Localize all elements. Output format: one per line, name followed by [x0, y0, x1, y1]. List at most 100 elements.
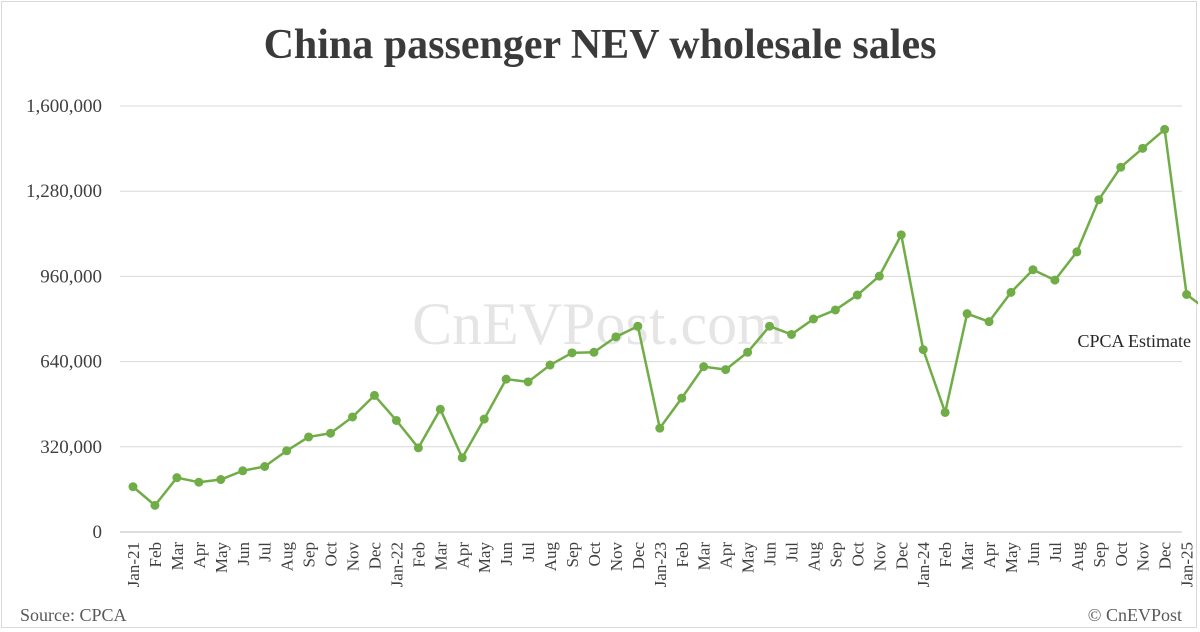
data-point	[633, 321, 643, 331]
data-point	[1116, 162, 1126, 172]
data-point	[896, 230, 906, 240]
x-tick-label: May	[739, 542, 758, 574]
data-point	[216, 475, 226, 485]
x-tick-label: Feb	[146, 542, 165, 568]
y-tick-label: 1,280,000	[26, 181, 102, 202]
x-tick-label: Aug	[278, 542, 297, 572]
cpca-estimate-annotation: CPCA Estimate	[1077, 331, 1191, 351]
data-point	[677, 393, 687, 403]
data-point	[743, 347, 753, 357]
data-point	[260, 462, 270, 472]
x-tick-label: Aug	[541, 542, 560, 572]
x-tick-label: Nov	[344, 542, 363, 572]
chart-title: China passenger NEV wholesale sales	[264, 22, 937, 68]
x-tick-label: Oct	[848, 542, 867, 567]
x-tick-label: Jul	[256, 542, 275, 562]
x-tick-label: Jan-25	[1178, 542, 1197, 587]
x-tick-label: Apr	[453, 542, 472, 569]
watermark: CnEVPost.com	[412, 291, 784, 357]
x-tick-label: Jun	[761, 542, 780, 566]
x-tick-label: Apr	[190, 542, 209, 569]
y-tick-label: 960,000	[40, 266, 102, 287]
data-point	[194, 477, 204, 487]
data-point	[326, 428, 336, 438]
x-tick-label: Sep	[1090, 542, 1109, 568]
data-point	[523, 377, 533, 387]
data-point	[172, 473, 182, 483]
data-point	[655, 423, 665, 433]
x-tick-label: Sep	[563, 542, 582, 568]
x-tick-label: Sep	[826, 542, 845, 568]
data-point	[765, 321, 775, 331]
data-point	[501, 374, 511, 384]
x-tick-label: Apr	[980, 542, 999, 569]
data-point	[721, 365, 731, 375]
x-tick-label: Jan-22	[387, 542, 406, 587]
data-point	[1050, 275, 1060, 285]
data-point	[457, 453, 467, 463]
x-axis-ticks: Jan-21 Feb Mar Apr May Jun Jul Aug Sep Oct Nov Dec J…	[124, 542, 1197, 588]
data-point	[304, 432, 314, 442]
x-tick-label: Oct	[1112, 542, 1131, 567]
x-tick-label: Jan-21	[124, 542, 143, 587]
data-point	[918, 345, 928, 355]
x-tick-label: May	[475, 542, 494, 574]
x-tick-label: Jan-23	[651, 542, 670, 587]
data-point	[413, 443, 423, 453]
x-tick-label: Dec	[892, 542, 911, 570]
x-tick-label: Dec	[365, 542, 384, 570]
x-tick-label: Feb	[409, 542, 428, 568]
data-point	[589, 347, 599, 357]
data-point	[479, 414, 489, 424]
data-point	[282, 446, 292, 456]
data-point	[699, 362, 709, 372]
x-tick-label: Mar	[958, 542, 977, 571]
x-tick-label: Aug	[804, 542, 823, 572]
data-point	[1006, 287, 1016, 297]
x-tick-label: Dec	[1156, 542, 1175, 570]
data-point	[787, 329, 796, 339]
x-tick-label: Mar	[695, 542, 714, 571]
x-tick-label: Dec	[629, 542, 648, 570]
data-point	[369, 390, 379, 400]
data-point	[348, 412, 357, 422]
data-point	[808, 314, 818, 324]
data-point	[1138, 143, 1148, 153]
data-point	[830, 305, 840, 315]
x-tick-label: Jul	[519, 542, 538, 562]
data-point	[874, 271, 884, 281]
x-tick-label: May	[1002, 542, 1021, 574]
source-note: Source: CPCA	[20, 605, 127, 625]
x-tick-label: Jun	[497, 542, 516, 566]
series-nev-sales	[128, 124, 1198, 510]
x-tick-label: Feb	[673, 542, 692, 568]
data-point	[391, 415, 401, 425]
data-point	[1028, 265, 1038, 275]
data-point	[128, 482, 138, 492]
x-tick-label: Mar	[431, 542, 450, 571]
data-point	[545, 360, 555, 370]
data-point	[435, 404, 445, 414]
x-tick-label: Apr	[717, 542, 736, 569]
x-tick-label: Oct	[322, 542, 341, 567]
data-point	[1072, 247, 1082, 257]
x-tick-label: Nov	[870, 542, 889, 572]
x-tick-label: Nov	[607, 542, 626, 572]
data-point	[150, 500, 160, 510]
data-point	[238, 466, 248, 476]
x-tick-label: Sep	[300, 542, 319, 568]
data-point	[940, 407, 950, 417]
copyright-note: © CnEVPost	[1088, 605, 1182, 625]
y-tick-label: 1,600,000	[26, 96, 102, 117]
y-axis-ticks: 0 320,000 640,000 960,000 1,280,000 1,600,000	[26, 96, 102, 543]
gridlines	[120, 105, 1182, 448]
data-point	[1160, 124, 1170, 134]
x-tick-label: Feb	[936, 542, 955, 568]
x-tick-label: Oct	[585, 542, 604, 567]
data-point	[567, 348, 577, 358]
data-point	[1094, 195, 1104, 205]
x-tick-label: Jul	[1046, 542, 1065, 562]
y-tick-label: 640,000	[40, 352, 102, 373]
